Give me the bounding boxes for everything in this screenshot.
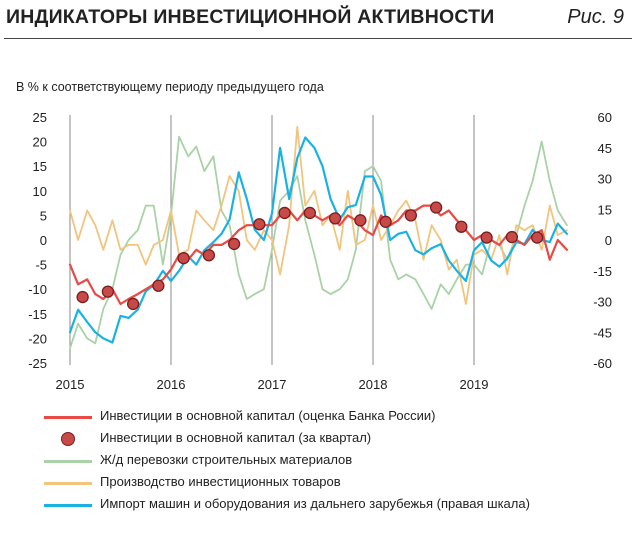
quarterly-point <box>303 206 317 220</box>
quarterly-point <box>101 285 115 298</box>
legend-swatch-red-dot <box>61 432 75 446</box>
right-tick-label: -30 <box>593 295 612 310</box>
left-tick-label: 15 <box>33 159 47 174</box>
legend-item-machinery-import: Импорт машин и оборудования из дальнего … <box>40 494 620 516</box>
legend-swatch-red-line <box>44 416 92 419</box>
legend-label: Производство инвестиционных товаров <box>100 474 341 489</box>
left-tick-label: -15 <box>28 307 47 322</box>
chart-title: ИНДИКАТОРЫ ИНВЕСТИЦИОННОЙ АКТИВНОСТИ <box>6 6 495 28</box>
legend-label: Ж/д перевозки строительных материалов <box>100 452 353 467</box>
quarterly-point <box>379 215 392 228</box>
quarterly-point <box>404 209 418 222</box>
x-tick-label-2015: 2015 <box>56 377 85 392</box>
quarterly-point <box>530 231 544 244</box>
quarterly-point <box>227 237 241 251</box>
right-tick-label: 0 <box>605 233 612 248</box>
legend-item-rail-freight: Ж/д перевозки строительных материалов <box>40 450 620 472</box>
legend-swatch-green-line <box>44 460 92 463</box>
left-tick-label: -25 <box>28 356 47 371</box>
figure-label: Рис. 9 <box>567 6 624 28</box>
quarterly-point <box>354 214 367 227</box>
right-tick-label: -45 <box>593 325 612 340</box>
left-tick-label: -5 <box>35 258 47 273</box>
right-tick-label: 30 <box>598 172 612 187</box>
legend-item-investment-goods: Производство инвестиционных товаров <box>40 472 620 494</box>
legend-label: Инвестиции в основной капитал (оценка Ба… <box>100 408 436 423</box>
quarterly-point <box>328 212 342 225</box>
quarterly-point <box>278 206 291 220</box>
chart-subtitle: В % к соответствующему периоду предыдуще… <box>16 80 324 94</box>
left-tick-label: 10 <box>33 184 47 199</box>
rail-freight-line <box>69 135 568 350</box>
x-tick-label-2018: 2018 <box>359 377 388 392</box>
legend: Инвестиции в основной капитал (оценка Ба… <box>40 406 620 516</box>
legend-label: Импорт машин и оборудования из дальнего … <box>100 496 530 511</box>
quarterly-point <box>505 230 519 244</box>
quarterly-point <box>480 231 493 244</box>
figure-header: ИНДИКАТОРЫ ИНВЕСТИЦИОННОЙ АКТИВНОСТИ Рис… <box>0 0 636 40</box>
x-tick-label-2019: 2019 <box>460 377 489 392</box>
left-tick-label: 20 <box>33 135 47 150</box>
x-tick-label-2017: 2017 <box>258 377 287 392</box>
left-tick-label: 5 <box>40 208 47 223</box>
right-tick-label: 60 <box>598 110 612 125</box>
legend-item-investment-quarter: Инвестиции в основной капитал (за кварта… <box>40 428 620 450</box>
quarterly-point <box>152 279 165 292</box>
right-axis-ticks: 60 45 30 15 0 -15 -30 -45 -60 <box>593 110 612 371</box>
right-tick-label: 45 <box>598 141 612 156</box>
quarterly-point <box>253 218 266 231</box>
quarterly-point <box>76 290 89 304</box>
left-tick-label: 0 <box>40 233 47 248</box>
quarterly-point <box>202 249 216 262</box>
legend-swatch-blue-line <box>44 504 92 507</box>
x-tick-label-2016: 2016 <box>157 377 186 392</box>
left-axis-ticks: 25 20 15 10 5 0 -5 -10 -15 -20 -25 <box>28 110 47 371</box>
right-tick-label: 15 <box>598 202 612 217</box>
quarterly-point <box>126 297 140 311</box>
left-tick-label: 25 <box>33 110 47 125</box>
right-tick-label: -60 <box>593 356 612 371</box>
quarterly-point <box>177 252 190 265</box>
x-axis-ticks: 2015 2016 2017 2018 2019 <box>56 377 489 392</box>
title-rule <box>4 38 632 39</box>
left-tick-label: -10 <box>28 282 47 297</box>
left-tick-label: -20 <box>28 331 47 346</box>
right-tick-label: -15 <box>593 264 612 279</box>
legend-item-investment-estimate: Инвестиции в основной капитал (оценка Ба… <box>40 406 620 428</box>
quarterly-points <box>76 201 544 311</box>
investment-goods-line <box>69 125 568 305</box>
quarterly-point <box>429 201 443 214</box>
legend-label: Инвестиции в основной капитал (за кварта… <box>100 430 372 445</box>
legend-swatch-orange-line <box>44 482 92 485</box>
quarterly-point <box>455 220 468 233</box>
